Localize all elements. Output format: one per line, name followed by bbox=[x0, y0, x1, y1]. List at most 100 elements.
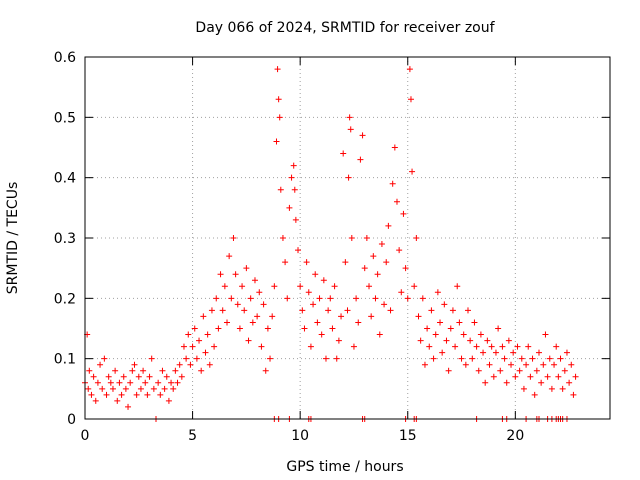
data-point bbox=[262, 367, 269, 374]
data-point bbox=[320, 277, 327, 284]
data-point bbox=[557, 355, 564, 362]
data-point bbox=[529, 355, 536, 362]
data-point bbox=[279, 235, 286, 241]
data-point bbox=[413, 235, 420, 241]
data-point bbox=[363, 235, 370, 241]
data-point bbox=[535, 349, 542, 356]
data-point bbox=[508, 361, 515, 368]
data-point bbox=[432, 331, 439, 338]
data-point bbox=[101, 355, 108, 362]
data-point bbox=[256, 289, 263, 296]
data-point bbox=[512, 373, 519, 380]
data-point bbox=[555, 373, 562, 380]
data-point bbox=[460, 331, 467, 338]
data-point bbox=[482, 379, 489, 386]
y-tick-label: 0 bbox=[67, 412, 76, 428]
plot-frame bbox=[84, 56, 611, 420]
data-point bbox=[276, 114, 283, 121]
data-point bbox=[198, 367, 205, 374]
data-point bbox=[236, 325, 243, 332]
data-point bbox=[213, 295, 220, 302]
data-point bbox=[109, 385, 116, 392]
data-point bbox=[301, 325, 308, 332]
data-point bbox=[133, 391, 140, 398]
data-point bbox=[170, 385, 177, 392]
data-point bbox=[525, 343, 532, 350]
data-point bbox=[523, 361, 530, 368]
data-point bbox=[473, 343, 480, 350]
data-point bbox=[191, 325, 198, 332]
data-point bbox=[290, 162, 297, 169]
data-point bbox=[200, 313, 207, 320]
data-point bbox=[486, 361, 493, 368]
data-point bbox=[467, 337, 474, 344]
data-point bbox=[447, 325, 454, 332]
data-point bbox=[251, 277, 258, 284]
x-tick-label: 20 bbox=[506, 428, 524, 444]
data-point bbox=[157, 391, 164, 398]
data-point bbox=[551, 361, 558, 368]
data-point bbox=[258, 343, 265, 350]
data-point bbox=[452, 343, 459, 350]
data-point bbox=[176, 361, 183, 368]
data-point bbox=[426, 343, 433, 350]
data-point bbox=[217, 271, 224, 278]
data-point bbox=[114, 397, 121, 404]
data-point bbox=[516, 367, 523, 374]
data-point bbox=[381, 301, 388, 308]
data-point bbox=[383, 259, 390, 266]
data-point bbox=[350, 343, 357, 350]
x-axis-label: GPS time / hours bbox=[286, 459, 403, 475]
data-point bbox=[353, 295, 360, 302]
x-tick-label: 0 bbox=[81, 428, 90, 444]
data-point bbox=[135, 373, 142, 380]
data-point bbox=[335, 337, 342, 344]
data-point bbox=[116, 379, 123, 386]
data-point bbox=[471, 319, 478, 326]
data-point bbox=[260, 301, 267, 308]
data-point bbox=[340, 150, 347, 157]
data-point bbox=[226, 253, 233, 260]
data-point bbox=[277, 186, 284, 193]
data-point bbox=[406, 66, 413, 73]
data-point bbox=[245, 337, 252, 344]
data-point bbox=[219, 307, 226, 314]
data-point bbox=[527, 373, 534, 380]
data-point bbox=[510, 349, 517, 356]
data-point bbox=[120, 373, 127, 380]
data-point bbox=[148, 355, 155, 362]
data-point bbox=[273, 138, 280, 145]
data-point bbox=[368, 313, 375, 320]
data-point bbox=[125, 403, 132, 410]
data-point bbox=[404, 295, 411, 302]
data-point bbox=[189, 343, 196, 350]
y-tick-label: 0.2 bbox=[54, 291, 76, 307]
data-point bbox=[307, 343, 314, 350]
data-point bbox=[99, 385, 106, 392]
data-point bbox=[172, 367, 179, 374]
data-point bbox=[389, 180, 396, 187]
data-point bbox=[561, 367, 568, 374]
data-point bbox=[346, 114, 353, 121]
data-point bbox=[568, 361, 575, 368]
data-point bbox=[187, 361, 194, 368]
data-point bbox=[345, 174, 352, 181]
data-point bbox=[419, 295, 426, 302]
data-point bbox=[299, 307, 306, 314]
data-point bbox=[314, 319, 321, 326]
data-point bbox=[445, 367, 452, 374]
data-point bbox=[393, 198, 400, 205]
data-point bbox=[520, 385, 527, 392]
data-point bbox=[322, 355, 329, 362]
data-point bbox=[92, 397, 99, 404]
data-point bbox=[484, 337, 491, 344]
data-point bbox=[411, 283, 418, 290]
data-point bbox=[495, 325, 502, 332]
data-point bbox=[497, 367, 504, 374]
data-point bbox=[325, 307, 332, 314]
data-point bbox=[376, 331, 383, 338]
data-point bbox=[370, 253, 377, 260]
data-point bbox=[409, 168, 416, 175]
data-point bbox=[105, 373, 112, 380]
data-point bbox=[563, 349, 570, 356]
